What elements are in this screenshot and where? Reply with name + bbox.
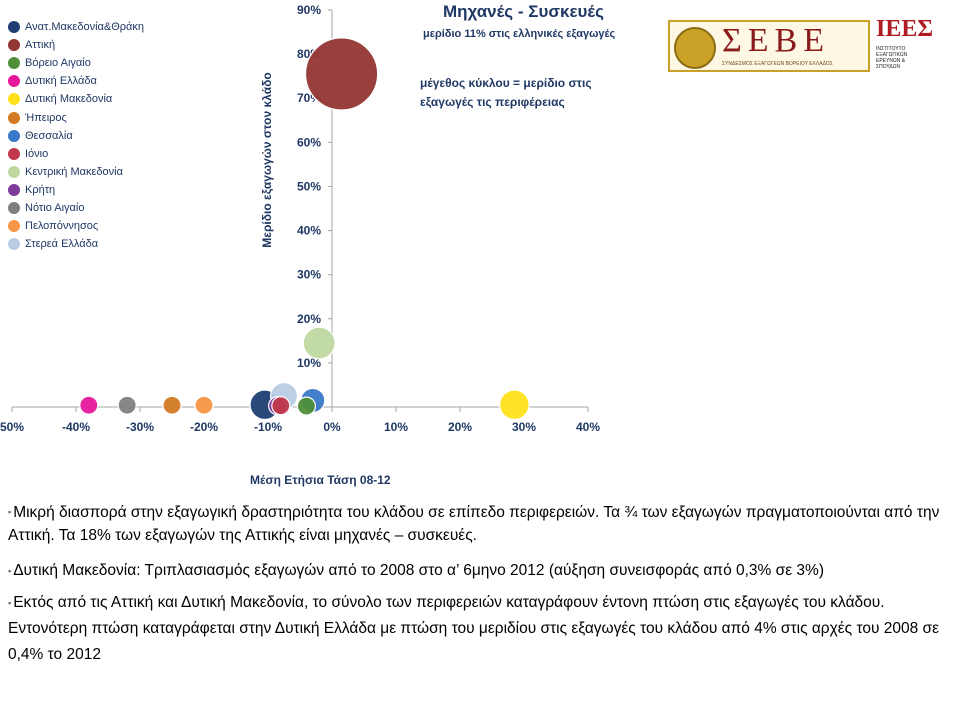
y-tick-label: 60% [297,135,321,149]
legend-swatch [8,220,20,233]
legend-label: Κεντρική Μακεδονία [25,165,123,178]
legend-swatch [8,75,20,88]
legend-label: Ανατ.Μακεδονία&Θράκη [25,21,144,34]
legend-swatch [8,39,20,52]
bubble-size-note: μέγεθος κύκλου = μερίδιο στις εξαγωγές τ… [420,76,592,109]
legend-swatch [8,93,20,106]
x-tick-label: -10% [254,420,282,434]
chart-subtitle: μερίδιο 11% στις ελληνικές εξαγωγές [423,28,616,40]
iees-logo: ΙΕΕΣ ΙΝΣΤΙΤΟΥΤΟ ΕΞΑΓΩΓΙΚΩΝ ΕΡΕΥΝΩΝ & ΣΠΟ… [872,16,934,76]
bullet-3-text: Εκτός από τις Αττική και Δυτική Μακεδονί… [8,593,940,663]
iees-logo-text: ΙΝΣΤΙΤΟΥΤΟ ΕΞΑΓΩΓΙΚΩΝ ΕΡΕΥΝΩΝ & ΣΠΟΥΔΩΝ [876,46,908,70]
x-tick-label: 0% [323,420,341,434]
bubble-point [162,395,182,415]
legend-label: Ήπειρος [25,111,67,124]
legend-swatch [8,201,20,214]
x-tick-label: 40% [576,420,600,434]
bullet-marker-icon: ▪ [8,597,12,608]
seve-logo-name: ΣΕΒΕ [722,22,831,59]
legend-swatch [8,21,20,34]
y-tick-label: 30% [297,268,321,282]
bullet-3: ▪ Εκτός από τις Αττική και Δυτική Μακεδον… [8,590,960,668]
legend-swatch [8,238,20,251]
x-tick-label: 20% [448,420,472,434]
x-tick-label: 10% [384,420,408,434]
commentary-bullets: ▪ Μικρή διασπορά στην εξαγωγική δραστηριό… [8,501,960,668]
legend-label: Στερεά Ελλάδα [25,238,99,251]
legend-entry: Νότιο Αιγαίο [8,199,144,217]
x-tick-label: -30% [126,420,154,434]
legend-entry: Δυτική Ελλάδα [8,72,144,90]
legend-label: Πελοπόννησος [25,220,99,233]
legend-label: Κρήτη [25,183,56,196]
bullet-marker-icon: ▪ [8,507,12,518]
legend-label: Ιόνιο [25,147,49,160]
legend-entry: Στερεά Ελλάδα [8,235,144,253]
legend-swatch [8,129,20,142]
chart-legend: Ανατ.Μακεδονία&Θράκη Αττική Βόρειο Αιγαίο Δ… [8,18,144,253]
legend-entry: Θεσσαλία [8,127,144,145]
bubble-point [194,395,214,415]
bubble-point [296,396,316,416]
bullet-marker-icon: ▪ [8,565,12,576]
bubble-point [79,395,99,415]
legend-entry: Αττική [8,36,144,54]
bubble-point [271,396,291,416]
x-axis-label: Μέση Ετήσια Τάση 08-12 [250,473,391,487]
legend-swatch [8,57,20,70]
x-tick-label: -40% [62,420,90,434]
y-tick-label: 40% [297,224,321,238]
legend-label: Αττική [25,39,56,52]
x-tick-label: -20% [190,420,218,434]
bullet-2-text: Δυτική Μακεδονία: Τριπλασιασμός εξαγωγών… [13,562,824,580]
seve-logo-tagline: ΣΥΝΔΕΣΜΟΣ ΕΞΑΓΩΓΕΩΝ ΒΟΡΕΙΟΥ ΕΛΛΑΔΟΣ [722,61,833,67]
y-tick-label: 50% [297,179,321,193]
chart-title: Μηχανές - Συσκευές [443,2,604,21]
bubble-chart: 50%-40%-30%-20%-10%0%10%20%30%40%0%10%20… [0,3,600,434]
legend-entry: Ιόνιο [8,145,144,163]
bullet-2: ▪ Δυτική Μακεδονία: Τριπλασιασμός εξαγωγώ… [8,557,960,584]
bullet-1: ▪ Μικρή διασπορά στην εξαγωγική δραστηριό… [8,501,960,547]
legend-swatch [8,111,20,124]
legend-entry: Ανατ.Μακεδονία&Θράκη [8,18,144,36]
iees-logo-mark: ΙΕΕΣ [876,16,934,42]
bubble-point [302,326,336,360]
bubble-point [117,395,137,415]
y-tick-label: 20% [297,312,321,326]
legend-entry: Κεντρική Μακεδονία [8,163,144,181]
legend-entry: Δυτική Μακεδονία [8,90,144,108]
legend-entry: Κρήτη [8,181,144,199]
x-tick-label: 30% [512,420,536,434]
legend-entry: Ήπειρος [8,108,144,126]
legend-label: Δυτική Ελλάδα [25,75,97,88]
legend-swatch [8,165,20,178]
legend-label: Νότιο Αιγαίο [25,201,85,214]
legend-label: Βόρειο Αιγαίο [25,57,91,70]
legend-entry: Πελοπόννησος [8,217,144,235]
legend-label: Δυτική Μακεδονία [25,93,113,106]
bubble-point [499,389,530,421]
y-axis-label-text: Μερίδιο εξαγωγών στον κλάδο [260,72,274,248]
seve-logo: ΣΕΒΕ ΣΥΝΔΕΣΜΟΣ ΕΞΑΓΩΓΕΩΝ ΒΟΡΕΙΟΥ ΕΛΛΑΔΟΣ [668,20,870,72]
coin-emblem-icon [674,27,716,69]
legend-label: Θεσσαλία [25,129,73,142]
legend-swatch [8,147,20,160]
y-tick-label: 10% [297,356,321,370]
legend-swatch [8,183,20,196]
x-tick-label: 50% [0,420,24,434]
y-tick-label: 90% [297,3,321,17]
bubble-point [304,37,379,111]
legend-entry: Βόρειο Αιγαίο [8,54,144,72]
bullet-1-text: Μικρή διασπορά στην εξαγωγική δραστηριότ… [8,504,940,545]
